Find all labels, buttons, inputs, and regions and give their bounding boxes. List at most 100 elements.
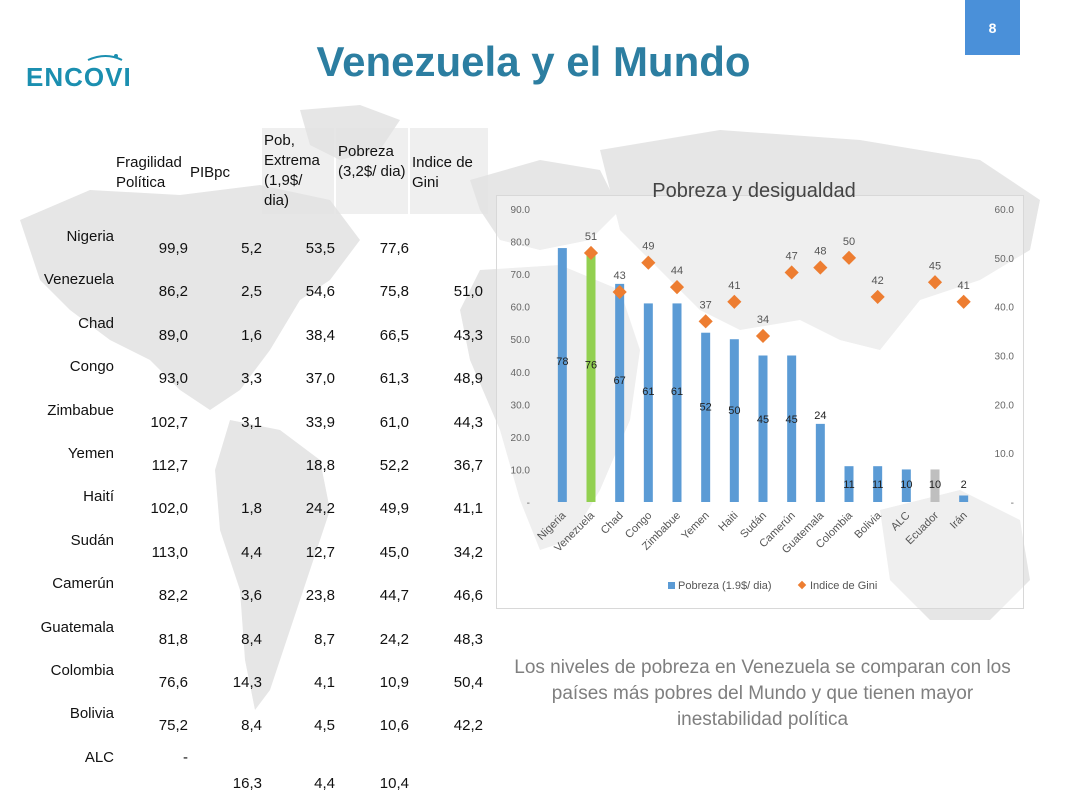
cell-pib: 16,3: [232, 774, 262, 792]
bar: [901, 469, 911, 502]
cell-ext: 24,2: [305, 500, 335, 518]
bar-data-label: 45: [786, 414, 798, 426]
gini-marker: [870, 289, 885, 304]
cell-pib: 1,8: [241, 500, 262, 518]
category-label: Bolivia: [852, 509, 884, 541]
bar: [959, 495, 969, 502]
row-country: Camerún: [52, 575, 114, 593]
left-tick-label: 80.0: [511, 238, 531, 249]
right-tick-label: 20.0: [995, 400, 1015, 411]
bar: [615, 283, 625, 502]
cell-frag: 102,7: [150, 413, 188, 431]
cell-ext: 53,5: [305, 240, 335, 257]
cell-frag: 75,2: [158, 717, 188, 735]
left-tick-label: 30.0: [511, 400, 531, 411]
cell-frag: 102,0: [150, 500, 188, 518]
cell-gini: 36,7: [453, 457, 483, 474]
cell-gini: 48,9: [453, 370, 483, 388]
cell-ext: 4,4: [314, 774, 335, 792]
bar-data-label: 78: [556, 356, 568, 368]
row-country: Colombia: [50, 662, 114, 679]
right-tick-label: 40.0: [995, 303, 1015, 314]
row-country: Venezuela: [43, 271, 114, 289]
cell-frag: 112,7: [151, 457, 188, 474]
col-header-gini: Indice de Gini: [412, 154, 473, 191]
bar: [672, 303, 682, 502]
cell-frag: 81,8: [158, 630, 188, 648]
cell-gini: 51,0: [453, 283, 483, 301]
encovi-logo: [87, 54, 123, 61]
category-label: Chad: [599, 510, 626, 537]
cell-pib: 8,4: [241, 717, 262, 735]
cell-gini: 42,2: [453, 717, 483, 735]
gini-marker: [583, 245, 599, 261]
cell-frag: 113,0: [151, 543, 188, 561]
bar: [930, 469, 940, 502]
gini-marker: [612, 284, 627, 300]
chart-title: Pobreza y desigualdad: [652, 180, 856, 202]
cell-pob: 45,0: [379, 543, 409, 561]
category-label: Irán: [948, 510, 970, 532]
bar-data-label: 11: [872, 479, 883, 491]
right-tick-label: 60.0: [995, 205, 1015, 216]
logo-text: ENCOVI: [26, 62, 132, 92]
bar-data-label: 76: [585, 359, 597, 371]
gini-marker: [755, 328, 771, 344]
gini-marker: [641, 255, 656, 270]
cell-pib: 8,4: [241, 630, 262, 648]
gini-marker: [669, 280, 685, 295]
left-tick-label: 70.0: [511, 270, 531, 281]
bar-data-label: 24: [814, 410, 826, 422]
bar-data-label: 11: [843, 479, 854, 491]
caption: Los niveles de pobreza en Venezuela se c…: [514, 657, 1011, 730]
header-shade: [336, 128, 408, 214]
bar-data-label: 67: [614, 375, 626, 387]
cell-ext: 23,8: [305, 587, 335, 605]
cell-pob: 10,9: [379, 674, 409, 691]
category-label: ALC: [889, 510, 913, 534]
cell-pob: 77,6: [379, 240, 409, 257]
cell-frag: 86,2: [158, 283, 188, 301]
gini-data-label: 42: [872, 275, 884, 287]
gini-data-label: 37: [700, 299, 712, 311]
row-country: Chad: [78, 314, 114, 332]
col-header-fragilidad: Fragilidad Política: [116, 154, 182, 191]
cell-gini: 50,4: [453, 674, 483, 691]
bar: [873, 466, 883, 502]
bar-data-label: 10: [929, 479, 941, 491]
gini-marker: [698, 314, 713, 329]
gini-marker: [841, 250, 857, 265]
gini-data-label: 50: [843, 236, 855, 248]
bar-data-label: 10: [900, 479, 912, 491]
left-tick-label: -: [527, 498, 530, 509]
cell-ext: 12,7: [305, 543, 335, 561]
left-tick-label: 50.0: [511, 335, 531, 346]
legend-bar-swatch: [668, 582, 675, 589]
cell-pob: 10,6: [379, 717, 409, 735]
bar-data-label: 61: [642, 386, 654, 398]
cell-frag: 93,0: [158, 370, 188, 388]
cell-pib: 14,3: [232, 674, 262, 691]
col-header-pob-extrema: Pob, Extrema (1,9$/ dia): [264, 132, 320, 209]
row-country: Yemen: [67, 445, 114, 462]
cell-ext: 18,8: [305, 457, 335, 474]
gini-data-label: 34: [757, 314, 769, 326]
cell-pib: 4,4: [241, 543, 262, 561]
cell-gini: 46,6: [453, 587, 483, 605]
gini-marker: [727, 294, 742, 309]
left-tick-label: 10.0: [511, 465, 531, 476]
cell-gini: 41,1: [453, 500, 483, 518]
cell-frag: 89,0: [158, 326, 188, 344]
bar: [815, 423, 825, 502]
header-shade: [262, 128, 334, 214]
row-country: Zimbabue: [47, 401, 114, 419]
gini-marker: [784, 265, 799, 280]
gini-data-label: 41: [958, 280, 970, 292]
bar: [787, 355, 797, 502]
right-tick-label: 50.0: [995, 254, 1015, 265]
cell-pob: 66,5: [379, 326, 409, 344]
col-header-pobreza: Pobreza (3,2$/ dia): [338, 143, 406, 180]
row-country: Congo: [69, 358, 114, 376]
gini-marker: [927, 275, 943, 290]
cell-gini: 44,3: [453, 413, 483, 431]
